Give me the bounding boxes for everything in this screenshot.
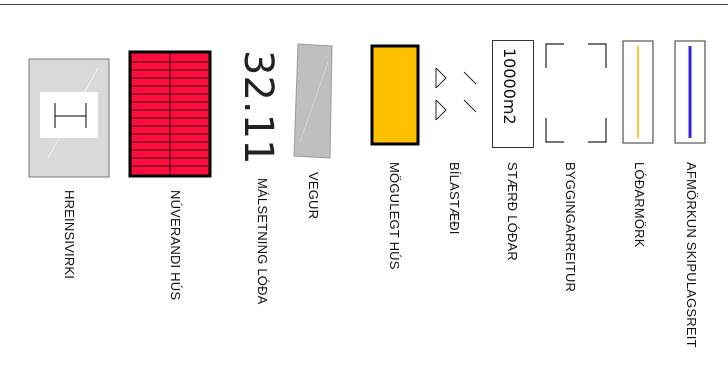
legend-item-nuverandi-hus <box>128 50 214 180</box>
lodarmork-symbol <box>622 40 654 144</box>
legend-item-vegur <box>292 42 338 162</box>
hreinsivirki-symbol <box>28 58 110 178</box>
mogulegt-hus-symbol <box>370 44 420 146</box>
byggingarreitur-symbol <box>545 43 607 143</box>
legend-item-byggingarreitur <box>544 42 610 146</box>
legend-item-bilastaedi <box>430 64 486 128</box>
afmorkun-label: AFMÖRKUN SKIPULAGSREIT <box>684 162 699 348</box>
legend-item-hreinsivirki <box>28 58 110 180</box>
nuverandi-hus-label: NÚVERANDI HÚS <box>168 190 183 301</box>
vegur-symbol <box>293 43 333 159</box>
legend-item-staerd-lodar <box>492 40 534 148</box>
top-border-line <box>0 4 728 5</box>
legend-item-afmorkun <box>674 40 708 146</box>
bilastaedi-label: BÍLASTÆÐI <box>447 162 462 235</box>
malsetning-sample-value: 32.11 <box>235 50 281 165</box>
staerd-lodar-label: STÆRÐ LÓÐAR <box>505 162 520 261</box>
legend-item-lodarmork <box>622 40 656 146</box>
lodarmork-label: LÓÐARMÖRK <box>632 162 647 248</box>
afmorkun-symbol <box>674 40 706 144</box>
staerd-lodar-sample-value: 10000m2 <box>500 48 519 125</box>
nuverandi-hus-symbol <box>128 50 212 178</box>
bilastaedi-symbol <box>435 67 477 121</box>
byggingarreitur-label: BYGGINGARREITUR <box>563 162 578 293</box>
hreinsivirki-label: HREINSIVIRKI <box>62 190 77 280</box>
legend-item-mogulegt-hus <box>370 44 422 148</box>
mogulegt-hus-label: MÖGULEGT HÚS <box>387 162 402 270</box>
malsetning-loda-label: MÁLSETNING LÓÐA <box>255 178 270 305</box>
vegur-label: VEGUR <box>306 172 321 220</box>
